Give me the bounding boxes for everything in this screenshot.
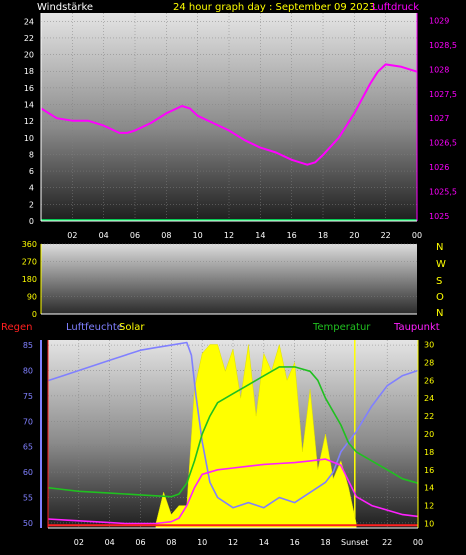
climate-x-tick: 10 bbox=[197, 538, 207, 547]
humidity-y-tick: 65 bbox=[23, 443, 33, 452]
solar-label: Solar bbox=[119, 322, 145, 333]
temperature-y-tick: 22 bbox=[424, 412, 434, 421]
direction-ticks: 0 90 180 270 360 bbox=[22, 240, 37, 319]
compass-n-bottom: N bbox=[436, 308, 443, 319]
solar-area bbox=[155, 344, 357, 529]
climate-x-tick: 14 bbox=[259, 538, 269, 547]
dewpoint-line bbox=[47, 458, 419, 525]
compass-w: W bbox=[436, 259, 446, 270]
wind-y-tick: 6 bbox=[29, 167, 34, 176]
wind-y-tick: 4 bbox=[29, 184, 34, 193]
temperature-y-tick: 18 bbox=[424, 448, 434, 457]
humidity-y-tick: 60 bbox=[23, 468, 33, 477]
direction-y-tick: 360 bbox=[22, 240, 37, 249]
wind-x-tick: 04 bbox=[99, 231, 109, 240]
climate-x-tick: 16 bbox=[290, 538, 300, 547]
wind-x-tick: 10 bbox=[193, 231, 203, 240]
wind-x-tick: 14 bbox=[255, 231, 265, 240]
temperature-label: Temperatur bbox=[312, 322, 371, 333]
humidity-y-tick: 50 bbox=[23, 519, 33, 528]
compass-n-top: N bbox=[436, 242, 443, 253]
temperature-y-tick: 24 bbox=[424, 394, 434, 403]
wind-pressure-series bbox=[40, 63, 418, 221]
climate-x-tick: 08 bbox=[166, 538, 176, 547]
temperature-y-tick: 12 bbox=[424, 502, 434, 511]
wind-y-tick: 12 bbox=[24, 117, 34, 126]
temperature-line bbox=[47, 366, 419, 498]
pressure-y-tick: 1028,5 bbox=[429, 41, 457, 50]
pressure-y-tick: 1025,5 bbox=[429, 188, 457, 197]
direction-plot-area bbox=[41, 244, 417, 314]
wind-x-tick: 00 bbox=[412, 231, 422, 240]
climate-x-tick: 12 bbox=[228, 538, 238, 547]
wind-x-tick: 02 bbox=[67, 231, 77, 240]
humidity-label: Luftfeuchte bbox=[66, 322, 123, 333]
wind-y-tick: 20 bbox=[24, 51, 34, 60]
temperature-y-tick: 14 bbox=[424, 484, 434, 493]
direction-y-tick: 270 bbox=[22, 258, 37, 267]
wind-y-tick: 24 bbox=[24, 17, 34, 26]
solar-series bbox=[155, 344, 357, 529]
pressure-line bbox=[40, 63, 418, 166]
wind-x-tick: 20 bbox=[349, 231, 359, 240]
wind-y-tick: 0 bbox=[29, 217, 34, 226]
wind-axis-title: Windstärke bbox=[37, 2, 93, 13]
wind-y-tick: 22 bbox=[24, 34, 34, 43]
humidity-y-tick: 85 bbox=[23, 341, 33, 350]
sunset-label: Sunset bbox=[341, 538, 368, 547]
pressure-y-tick: 1028 bbox=[429, 65, 449, 74]
temperature-y-tick: 28 bbox=[424, 358, 434, 367]
chart-title: 24 hour graph day : September 09 2023 bbox=[173, 2, 375, 13]
temperature-y-tick: 26 bbox=[424, 376, 434, 385]
wind-x-tick: 06 bbox=[130, 231, 140, 240]
humidity-line bbox=[47, 341, 419, 509]
pressure-y-tick: 1029 bbox=[429, 16, 449, 25]
direction-y-tick: 0 bbox=[32, 310, 37, 319]
rain-label: Regen bbox=[1, 322, 33, 333]
pressure-y-tick: 1025 bbox=[429, 212, 449, 221]
climate-ticks: 02 04 06 08 10 12 14 16 18 22 00 50 55 60 65 70 75 80 85 10… bbox=[23, 340, 434, 547]
compass-s: S bbox=[436, 276, 442, 287]
climate-x-tick: 22 bbox=[382, 538, 392, 547]
pressure-y-tick: 1027 bbox=[429, 114, 449, 123]
compass-o: O bbox=[436, 292, 444, 303]
wind-x-tick: 16 bbox=[287, 231, 297, 240]
wind-x-tick: 22 bbox=[381, 231, 391, 240]
climate-x-tick: 18 bbox=[320, 538, 330, 547]
climate-series bbox=[47, 341, 419, 527]
humidity-y-tick: 55 bbox=[23, 494, 33, 503]
wind-y-tick: 14 bbox=[24, 101, 34, 110]
pressure-y-tick: 1026 bbox=[429, 163, 449, 172]
wind-y-tick: 10 bbox=[24, 134, 34, 143]
wind-ticks: 02 04 06 08 10 12 14 16 18 20 22 000246810121416182… bbox=[24, 16, 457, 240]
pressure-y-tick: 1026,5 bbox=[429, 139, 457, 148]
temperature-y-tick: 10 bbox=[424, 520, 434, 529]
humidity-y-tick: 75 bbox=[23, 392, 33, 401]
wind-y-tick: 18 bbox=[24, 67, 34, 76]
wind-y-tick: 16 bbox=[24, 84, 34, 93]
wind-x-tick: 18 bbox=[318, 231, 328, 240]
direction-y-tick: 180 bbox=[22, 275, 37, 284]
dewpoint-label: Taupunkt bbox=[393, 322, 440, 333]
direction-y-tick: 90 bbox=[27, 293, 37, 302]
pressure-axis-title: Luftdruck bbox=[372, 2, 419, 13]
humidity-y-tick: 80 bbox=[23, 366, 33, 375]
wind-y-tick: 8 bbox=[29, 150, 34, 159]
temperature-y-tick: 30 bbox=[424, 340, 434, 349]
wind-x-tick: 08 bbox=[161, 231, 171, 240]
humidity-y-tick: 70 bbox=[23, 417, 33, 426]
wind-plot-area bbox=[41, 13, 417, 221]
wind-y-tick: 2 bbox=[29, 200, 34, 209]
pressure-y-tick: 1027,5 bbox=[429, 90, 457, 99]
climate-x-tick: 04 bbox=[105, 538, 115, 547]
climate-x-tick: 06 bbox=[135, 538, 145, 547]
climate-x-tick: 02 bbox=[74, 538, 84, 547]
wind-x-tick: 12 bbox=[224, 231, 234, 240]
temperature-y-tick: 20 bbox=[424, 430, 434, 439]
temperature-y-tick: 16 bbox=[424, 466, 434, 475]
climate-x-tick: 00 bbox=[413, 538, 423, 547]
